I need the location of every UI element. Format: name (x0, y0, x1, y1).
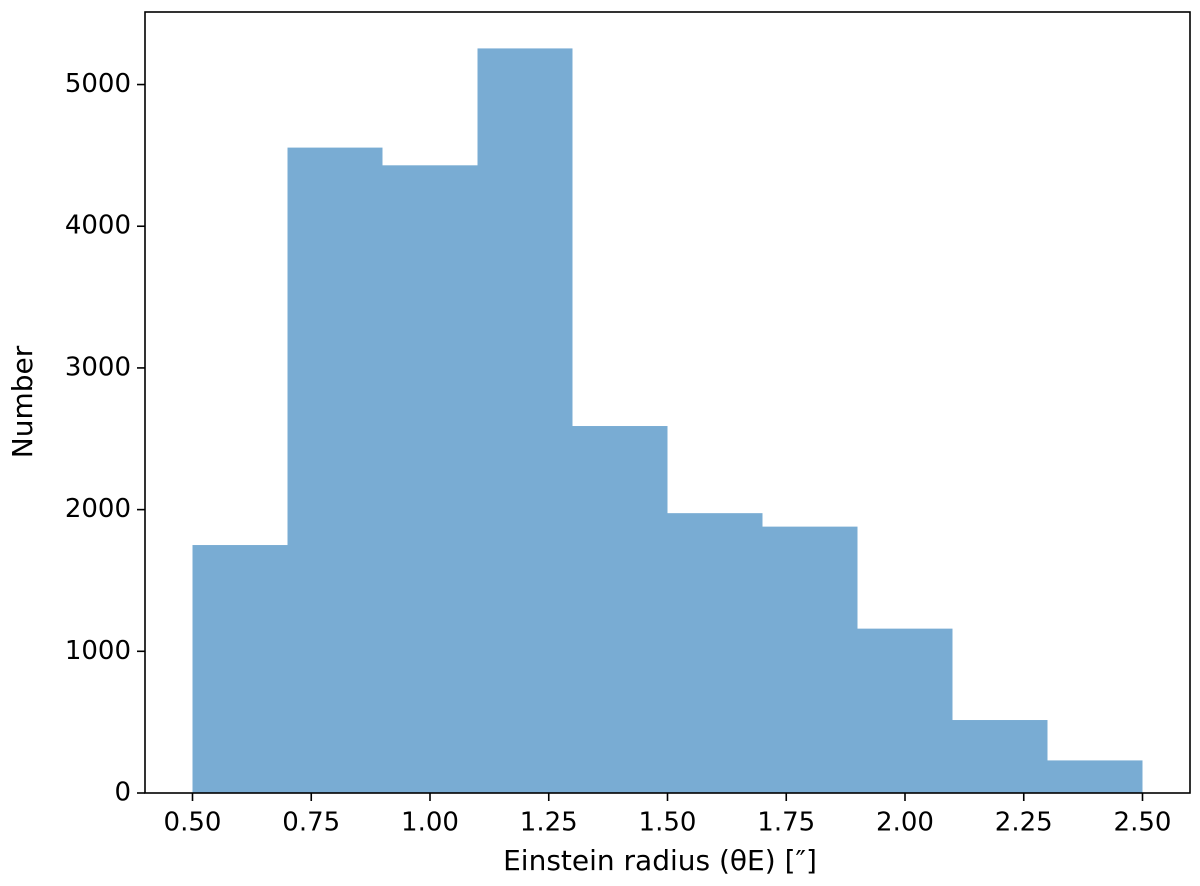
x-tick-label: 1.50 (639, 808, 697, 838)
bar (287, 147, 383, 793)
bar (477, 48, 573, 793)
bar (1047, 760, 1143, 793)
x-tick-label: 2.25 (995, 808, 1053, 838)
x-tick-label: 2.50 (1114, 808, 1172, 838)
y-tick-label: 0 (114, 778, 131, 808)
bar (572, 426, 668, 793)
bar (382, 165, 478, 793)
bar (952, 720, 1048, 793)
x-tick-label: 0.75 (282, 808, 340, 838)
y-tick-label: 1000 (65, 636, 131, 666)
x-tick-label: 1.00 (401, 808, 459, 838)
x-tick-label: 1.75 (757, 808, 815, 838)
x-tick-label: 0.50 (164, 808, 222, 838)
y-tick-label: 3000 (65, 352, 131, 382)
y-tick-label: 5000 (65, 69, 131, 99)
y-axis-label: Number (6, 345, 39, 458)
bar (857, 628, 953, 793)
x-tick-label: 2.00 (876, 808, 934, 838)
bar (667, 513, 763, 793)
x-axis-label: Einstein radius (θE) [″] (503, 844, 817, 877)
y-tick-label: 4000 (65, 211, 131, 241)
x-tick-label: 1.25 (520, 808, 578, 838)
bar (192, 545, 288, 793)
y-tick-label: 2000 (65, 494, 131, 524)
bar (762, 526, 858, 793)
